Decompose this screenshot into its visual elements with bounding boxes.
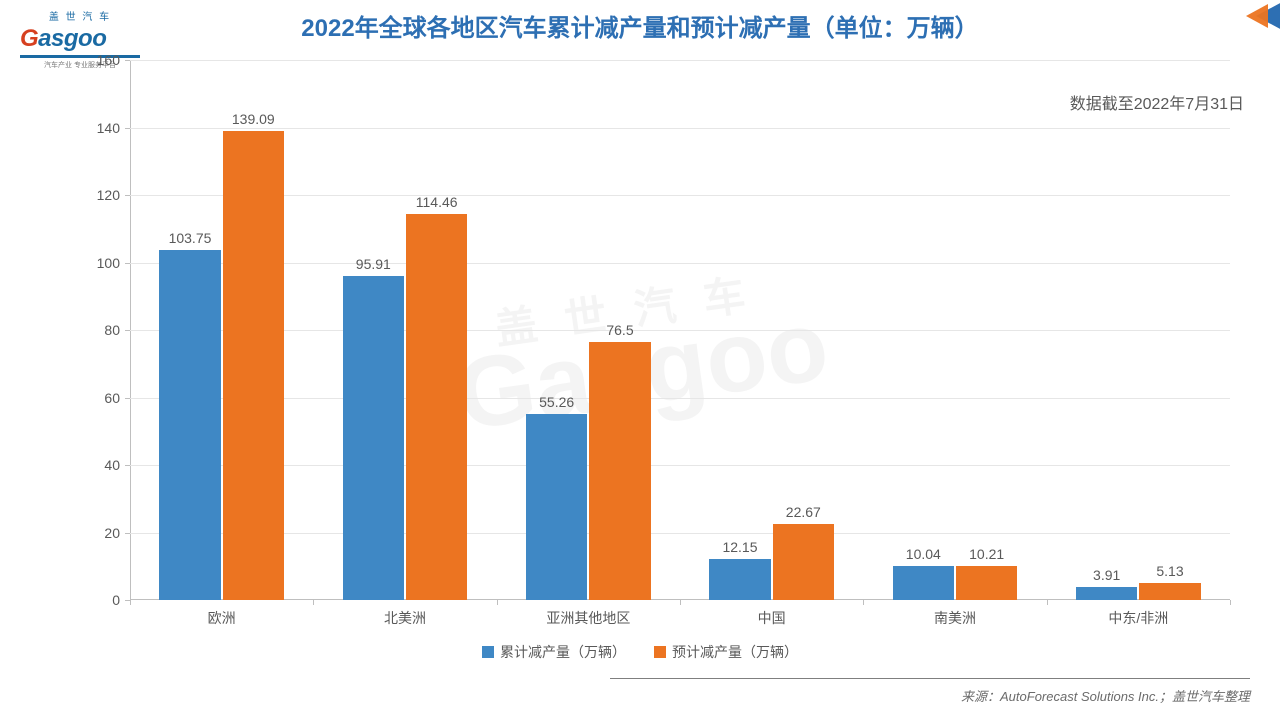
bar: 95.91	[343, 276, 404, 600]
legend-label: 预计减产量（万辆）	[672, 642, 798, 662]
grid-line	[130, 195, 1230, 196]
bar-value-label: 5.13	[1156, 563, 1183, 583]
y-tick-label: 40	[104, 457, 130, 473]
bar: 139.09	[223, 131, 284, 600]
bar-chart: 020406080100120140160欧洲103.75139.09北美洲95…	[130, 60, 1230, 600]
page: 盖 世 汽 车 G asgoo 汽车产业 专业服务平台 2022年全球各地区汽车…	[0, 0, 1280, 720]
bar-value-label: 12.15	[722, 539, 757, 559]
grid-line	[130, 330, 1230, 331]
legend-swatch	[654, 646, 666, 658]
x-tick-mark	[130, 600, 131, 605]
grid-line	[130, 465, 1230, 466]
y-tick-label: 80	[104, 322, 130, 338]
bar: 22.67	[773, 524, 834, 601]
source-text: 来源：AutoForecast Solutions Inc.；盖世汽车整理	[961, 686, 1250, 705]
y-tick-label: 120	[97, 187, 130, 203]
legend-item: 累计减产量（万辆）	[482, 642, 626, 662]
x-tick-mark	[497, 600, 498, 605]
y-tick-label: 20	[104, 525, 130, 541]
x-tick-label: 北美洲	[384, 600, 426, 628]
y-tick-label: 60	[104, 390, 130, 406]
x-tick-mark	[1230, 600, 1231, 605]
bar: 10.21	[956, 566, 1017, 600]
bar-value-label: 10.04	[906, 546, 941, 566]
legend-item: 预计减产量（万辆）	[654, 642, 798, 662]
x-tick-label: 欧洲	[208, 600, 236, 628]
x-tick-label: 南美洲	[934, 600, 976, 628]
grid-line	[130, 398, 1230, 399]
grid-line	[130, 128, 1230, 129]
x-tick-mark	[680, 600, 681, 605]
legend-label: 累计减产量（万辆）	[500, 642, 626, 662]
bar-value-label: 114.46	[416, 194, 458, 214]
x-tick-mark	[313, 600, 314, 605]
legend: 累计减产量（万辆） 预计减产量（万辆）	[0, 642, 1280, 663]
bar: 103.75	[159, 250, 220, 600]
chart-title: 2022年全球各地区汽车累计减产量和预计减产量（单位：万辆）	[0, 8, 1280, 43]
legend-swatch	[482, 646, 494, 658]
bar-value-label: 76.5	[606, 322, 633, 342]
grid-line	[130, 263, 1230, 264]
y-tick-label: 160	[97, 52, 130, 68]
x-tick-label: 中国	[758, 600, 786, 628]
y-tick-label: 0	[112, 592, 130, 608]
bar-value-label: 22.67	[786, 504, 821, 524]
bar-value-label: 3.91	[1093, 567, 1120, 587]
bar: 3.91	[1076, 587, 1137, 600]
x-tick-mark	[863, 600, 864, 605]
y-tick-label: 100	[97, 255, 130, 271]
grid-line	[130, 533, 1230, 534]
bar: 55.26	[526, 414, 587, 601]
bar: 10.04	[893, 566, 954, 600]
source-separator	[610, 678, 1250, 679]
bar-value-label: 95.91	[356, 256, 391, 276]
bar-value-label: 10.21	[969, 546, 1004, 566]
x-tick-label: 亚洲其他地区	[546, 600, 630, 628]
bar: 12.15	[709, 559, 770, 600]
bar-value-label: 103.75	[169, 230, 212, 250]
x-tick-mark	[1047, 600, 1048, 605]
bar: 114.46	[406, 214, 467, 600]
bar-value-label: 139.09	[232, 111, 275, 131]
bar: 76.5	[589, 342, 650, 600]
y-tick-label: 140	[97, 120, 130, 136]
plot-area: 020406080100120140160欧洲103.75139.09北美洲95…	[130, 60, 1230, 600]
bar-value-label: 55.26	[539, 394, 574, 414]
bar: 5.13	[1139, 583, 1200, 600]
grid-line	[130, 60, 1230, 61]
x-tick-label: 中东/非洲	[1108, 600, 1168, 628]
